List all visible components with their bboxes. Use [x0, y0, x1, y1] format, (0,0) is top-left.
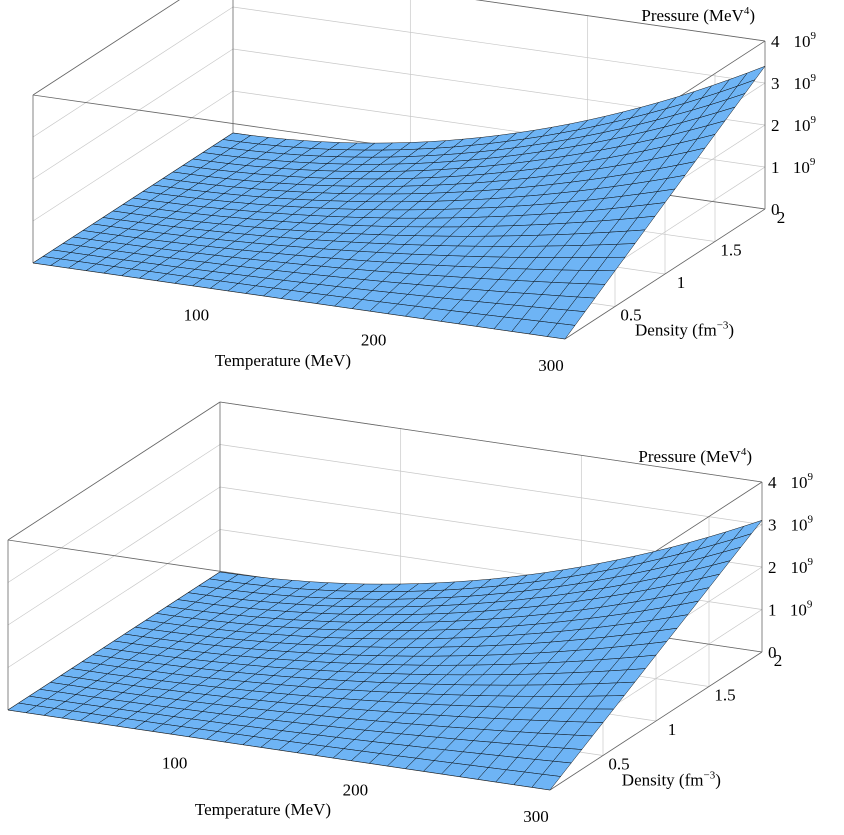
- grid-line: [219, 444, 763, 525]
- box-edge: [32, 0, 180, 96]
- y-tick-label: 0.5: [620, 306, 641, 325]
- y-tick-label: 0.5: [608, 755, 629, 774]
- z-tick-label: 4 109: [771, 30, 817, 51]
- pressure-surface: [7, 519, 763, 791]
- panel-1: 100 200 300 0.5 1 1.5 20 1 109 2 109 3 109 4 109 Temper…: [32, 0, 817, 375]
- box-edge: [564, 208, 766, 340]
- x-tick-label: 100: [162, 754, 188, 773]
- box-edge: [549, 651, 763, 791]
- box-edge: [7, 401, 221, 541]
- z-axis-label: Pressure (MeV4): [641, 5, 755, 25]
- y-tick-label: 1: [668, 720, 677, 739]
- grid-line: [7, 444, 221, 583]
- grid-line: [232, 6, 766, 84]
- z-tick-label: 2 109: [771, 114, 817, 135]
- pressure-surface: [32, 65, 766, 340]
- z-tick-label: 4 109: [768, 471, 814, 492]
- x-tick-label: 300: [538, 356, 564, 375]
- grid-line: [32, 48, 234, 180]
- surface-patch: [531, 774, 562, 791]
- z-tick-label: 0: [768, 643, 777, 662]
- x-tick-label: 100: [184, 305, 210, 324]
- y-axis-label: Density (fm−3): [622, 769, 721, 789]
- z-tick-label: 3 109: [771, 72, 817, 93]
- grid-line: [7, 529, 221, 668]
- y-tick-label: 2: [777, 208, 786, 227]
- box-edge: [219, 401, 763, 483]
- z-axis-label: Pressure (MeV4): [638, 446, 752, 466]
- y-tick-label: 2: [774, 651, 783, 670]
- z-tick-label: 3 109: [768, 514, 814, 535]
- z-tick-label: 1 109: [771, 156, 816, 177]
- y-tick-label: 1.5: [720, 241, 741, 260]
- grid-line: [32, 0, 180, 96]
- x-tick-label: 200: [343, 780, 369, 799]
- z-tick-label: 0: [771, 200, 780, 219]
- surface-patch: [546, 323, 576, 340]
- z-tick-label: 1 109: [768, 599, 813, 620]
- x-axis-label: Temperature (MeV): [195, 800, 331, 819]
- panel-2: 100 200 300 0.5 1 1.5 20 1 109 2 109 3 109 4 109 Temper…: [7, 401, 814, 826]
- y-tick-label: 1: [677, 273, 686, 292]
- y-tick-label: 1.5: [714, 686, 735, 705]
- z-tick-label: 2 109: [768, 556, 814, 577]
- x-tick-label: 200: [361, 331, 387, 350]
- x-axis-label: Temperature (MeV): [215, 351, 351, 370]
- grid-line: [32, 90, 234, 222]
- x-tick-label: 300: [523, 807, 549, 826]
- grid-line: [32, 6, 234, 138]
- y-axis-label: Density (fm−3): [635, 320, 734, 340]
- box-edge: [475, 0, 766, 42]
